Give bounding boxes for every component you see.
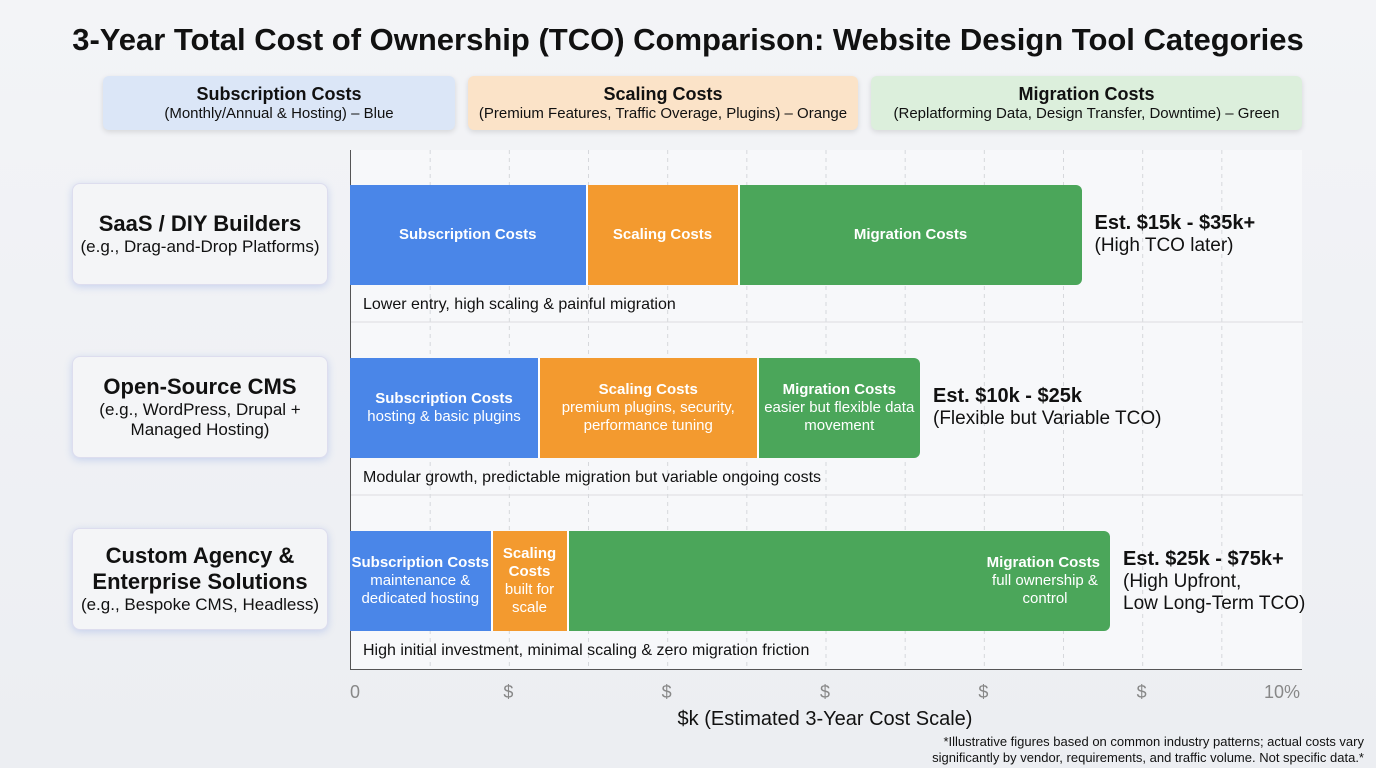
- segment-label: Migration Costs: [853, 226, 968, 243]
- segment-label: Subscription Costs: [375, 390, 513, 407]
- footnote: *Illustrative figures based on common in…: [932, 734, 1364, 765]
- estimate-range: Est. $15k - $35k+: [1094, 212, 1256, 234]
- segment-desc: premium plugins, security, performance t…: [561, 399, 735, 434]
- x-tick-label: $: [503, 682, 514, 702]
- legend-subtitle: (Monthly/Annual & Hosting) – Blue: [164, 105, 394, 122]
- estimate-note: (Flexible but Variable TCO): [933, 408, 1162, 429]
- estimate-label: Est. $10k - $25k (Flexible but Variable T…: [933, 385, 1161, 430]
- legend-item-subscription: Subscription Costs (Monthly/Annual & Host…: [103, 76, 455, 130]
- bar-segment-subscription: Subscription Costs hosting & basic plugin…: [350, 358, 540, 458]
- row-note: High initial investment, minimal scaling…: [363, 642, 810, 659]
- bar-segment-scaling: Scaling Costs built for scale: [492, 531, 569, 631]
- category-name: Open-Source CMS: [103, 374, 297, 399]
- segment-desc: maintenance & dedicated hosting: [361, 572, 480, 607]
- bar-segment-subscription: Subscription Costs: [350, 185, 588, 285]
- bar-segment-migration: Migration Costs easier but flexible data …: [758, 358, 920, 458]
- x-tick-label: $: [1136, 682, 1147, 702]
- segment-label: Scaling Costs: [612, 226, 713, 243]
- row-note: Modular growth, predictable migration bu…: [363, 469, 822, 486]
- bar-segment-migration: Migration Costs full ownership & control: [568, 531, 1110, 631]
- segment-label: Migration Costs: [986, 554, 1100, 571]
- category-sub: (e.g., Bespoke CMS, Headless): [80, 595, 320, 614]
- category-label: SaaS / DIY Builders (e.g., Drag-and-Drop …: [72, 183, 328, 285]
- chart-title: 3-Year Total Cost of Ownership (TCO) Com…: [72, 22, 1304, 57]
- segment-desc: full ownership & control: [992, 572, 1098, 607]
- row-note: Lower entry, high scaling & painful migr…: [363, 296, 676, 313]
- legend-item-scaling: Scaling Costs (Premium Features, Traffic …: [468, 76, 858, 130]
- estimate-label: Est. $15k - $35k+ (High TCO later): [1095, 212, 1256, 257]
- segment-label: Scaling Costs: [598, 381, 698, 398]
- x-tick-label: $: [978, 682, 989, 702]
- x-tick-label: $: [661, 682, 672, 702]
- bar-segment-scaling: Scaling Costs: [587, 185, 740, 285]
- category-name: Custom Agency & Enterprise Solutions: [92, 543, 308, 594]
- category-sub: (e.g., Drag-and-Drop Platforms): [80, 237, 320, 256]
- bar-segment-scaling: Scaling Costs premium plugins, security, …: [540, 358, 759, 458]
- segment-desc: built for scale: [504, 581, 555, 616]
- segment-desc: hosting & basic plugins: [367, 408, 521, 425]
- legend-item-migration: Migration Costs (Replatforming Data, Desi…: [871, 76, 1302, 130]
- x-tick-label: $: [819, 682, 831, 702]
- category-name: SaaS / DIY Builders: [98, 211, 302, 236]
- estimate-range: Est. $25k - $75k+: [1123, 548, 1284, 570]
- estimate-range: Est. $10k - $25k: [933, 385, 1082, 407]
- segment-desc: easier but flexible data movement: [764, 399, 915, 434]
- category-sub: (e.g., WordPress, Drupal + Managed Hosti…: [99, 400, 301, 439]
- category-label: Custom Agency & Enterprise Solutions (e.g…: [72, 528, 328, 630]
- category-label: Open-Source CMS (e.g., WordPress, Drupal …: [72, 356, 328, 458]
- legend-title: Scaling Costs: [603, 84, 723, 104]
- bar-segment-subscription: Subscription Costs maintenance & dedicate…: [350, 531, 493, 631]
- legend-subtitle: (Replatforming Data, Design Transfer, Do…: [893, 105, 1280, 122]
- x-axis-label: $k (Estimated 3-Year Cost Scale): [677, 708, 973, 730]
- segment-label: Scaling Costs: [502, 545, 557, 580]
- estimate-note: Low Long-Term TCO): [1123, 593, 1306, 614]
- estimate-note: (High TCO later): [1094, 235, 1234, 256]
- legend-title: Migration Costs: [1018, 84, 1155, 104]
- segment-label: Migration Costs: [782, 381, 896, 398]
- estimate-note: (High Upfront,: [1123, 571, 1242, 592]
- bar-segment-migration: Migration Costs: [739, 185, 1082, 285]
- x-tick-label: 0: [350, 682, 361, 702]
- legend-title: Subscription Costs: [196, 84, 362, 104]
- x-tick-label: 10%: [1263, 682, 1300, 702]
- segment-label: Subscription Costs: [351, 554, 489, 571]
- legend-subtitle: (Premium Features, Traffic Overage, Plug…: [478, 105, 848, 122]
- estimate-label: Est. $25k - $75k+ (High Upfront, Low Long-…: [1123, 548, 1305, 615]
- segment-label: Subscription Costs: [398, 226, 537, 243]
